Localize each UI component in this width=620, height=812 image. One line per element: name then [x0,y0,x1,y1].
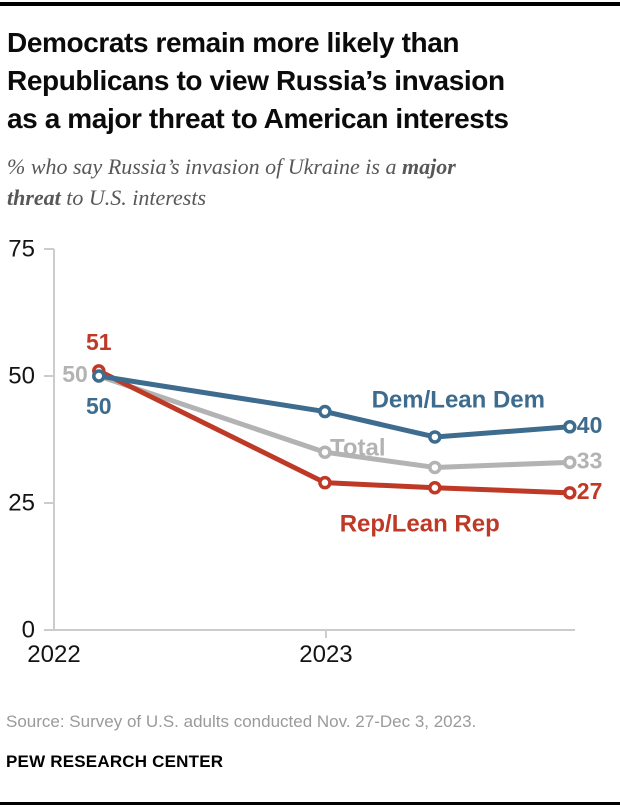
subtitle-bold-threat: threat [7,185,61,210]
title-line-1: Democrats remain more likely than [7,27,460,58]
series-name-label-total: Total [330,435,386,462]
data-point-dem-lean-dem [563,420,577,434]
data-point-dem-lean-dem [428,430,442,444]
pew-research-center-brand: PEW RESEARCH CENTER [6,752,224,771]
data-point-total [428,460,442,475]
bottom-border-rule [0,802,620,805]
y-tick-label: 75 [8,236,35,263]
chart-subtitle: % who say Russia’s invasion of Ukraine i… [7,151,607,213]
x-tick-label: 2022 [27,641,80,668]
series-name-label-dem-lean-dem: Dem/Lean Dem [372,386,545,413]
subtitle-bold-major: major [401,154,456,179]
end-value-label-total: 33 [577,447,603,473]
source-note: Source: Survey of U.S. adults conducted … [6,712,477,731]
start-value-label-total: 50 [62,361,88,387]
start-value-label-dem-lean-dem: 50 [86,393,112,419]
series-line-dem-lean-dem [96,373,573,440]
end-value-label-rep-lean-rep: 27 [577,478,603,504]
subtitle-text: % who say Russia’s invasion of Ukraine i… [7,154,402,179]
end-value-label-dem-lean-dem: 40 [577,412,603,438]
data-point-rep-lean-rep [563,486,577,500]
data-point-dem-lean-dem [92,369,106,383]
title-line-2: Republicans to view Russia’s invasion [7,65,505,96]
data-point-rep-lean-rep [318,475,332,490]
series-line-rep-lean-rep [96,368,573,496]
data-point-dem-lean-dem [318,404,332,419]
line-chart: 75 50 25 0 2022 2023 50 33 Total 51 27 Rep/Lean Rep… [0,230,620,685]
x-tick-label: 2023 [299,641,352,668]
start-value-label-rep-lean-rep: 51 [86,329,112,355]
series-line-total [96,373,573,470]
y-tick-label: 0 [22,617,35,644]
page-title: Democrats remain more likely than Republ… [7,24,615,138]
data-point-total [318,445,332,459]
data-point-total [563,455,577,470]
y-tick-label: 25 [8,490,35,517]
top-border-rule [0,2,620,6]
series-name-label-rep-lean-rep: Rep/Lean Rep [340,510,500,537]
data-point-rep-lean-rep [428,481,442,495]
y-tick-label: 50 [8,363,35,390]
title-line-3: as a major threat to American interests [7,103,509,134]
subtitle-text-2: to U.S. interests [60,185,207,210]
